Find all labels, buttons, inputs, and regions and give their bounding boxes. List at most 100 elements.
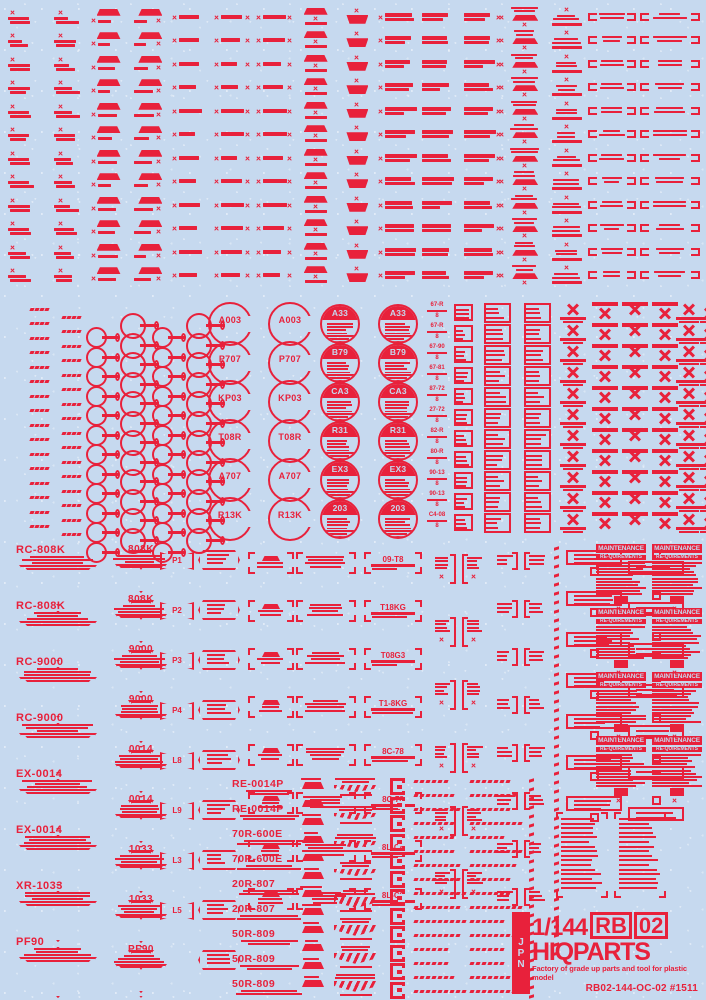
tail-cap bbox=[115, 430, 120, 440]
block-heading-text: MAINTENANCE bbox=[598, 545, 644, 552]
caution-decal bbox=[587, 200, 640, 212]
dash-segment bbox=[505, 906, 511, 909]
micro-text-line bbox=[596, 766, 639, 769]
micro-box-label bbox=[454, 346, 473, 363]
circle-divider bbox=[382, 491, 414, 493]
ink-bar bbox=[385, 64, 405, 68]
caution-decal bbox=[343, 102, 371, 122]
bracket-label bbox=[639, 200, 704, 209]
dash-mark bbox=[61, 430, 84, 436]
dash-mark bbox=[29, 335, 52, 341]
bracket-inner bbox=[304, 796, 348, 810]
caution-decal bbox=[132, 79, 164, 97]
caution-cell bbox=[462, 241, 504, 265]
bracket-corner bbox=[364, 759, 371, 766]
micro-text-line bbox=[652, 632, 693, 635]
x-mark-icon bbox=[287, 38, 292, 43]
dash-segment bbox=[529, 895, 534, 900]
x-mark-icon bbox=[378, 109, 383, 114]
circle-header-text: A33 bbox=[380, 306, 416, 320]
x-mark-icon bbox=[156, 182, 161, 187]
trapezoid-micro-label bbox=[300, 940, 326, 954]
bracket-corner bbox=[415, 744, 422, 751]
bracket-corner bbox=[296, 663, 303, 670]
micro-text-line bbox=[486, 354, 505, 356]
x-mark-icon bbox=[564, 265, 569, 270]
caution-cell bbox=[127, 100, 169, 124]
caution-decal bbox=[639, 35, 704, 47]
x-mark-icon bbox=[245, 62, 250, 67]
tail-line bbox=[168, 550, 185, 554]
micro-text-line bbox=[497, 655, 507, 657]
dash-segment bbox=[76, 330, 82, 333]
micro-text-line bbox=[340, 850, 372, 852]
micro-text-line bbox=[456, 350, 465, 353]
x-mark-icon bbox=[313, 251, 318, 256]
tail-line bbox=[102, 375, 119, 378]
caution-decal bbox=[587, 59, 640, 71]
micro-text-line bbox=[574, 554, 608, 556]
micro-text-line bbox=[529, 747, 545, 749]
micro-text-line bbox=[307, 613, 343, 616]
micro-text-line bbox=[24, 836, 90, 838]
dash-segment bbox=[554, 663, 559, 668]
bracket-body bbox=[599, 200, 625, 209]
ink-bar bbox=[97, 90, 110, 94]
micro-text-line bbox=[497, 563, 507, 565]
dash-mark bbox=[61, 445, 84, 451]
warning-circle: CA3 bbox=[320, 382, 360, 422]
caution-decal bbox=[587, 153, 640, 165]
caution-decal bbox=[172, 129, 208, 141]
vertical-dash-strip bbox=[553, 780, 560, 787]
micro-text-line bbox=[636, 730, 669, 732]
x-mark-icon bbox=[522, 163, 527, 168]
caution-cell bbox=[639, 194, 704, 218]
bracket-corner bbox=[349, 711, 356, 718]
x-mark-icon bbox=[682, 470, 696, 484]
hexagon-label bbox=[198, 550, 240, 570]
x-mark-icon bbox=[256, 38, 261, 43]
trapezoid-plate bbox=[303, 148, 328, 156]
x-mark-icon bbox=[58, 174, 63, 179]
hexagon-label bbox=[198, 650, 240, 670]
ink-bar bbox=[220, 155, 237, 160]
caution-cell bbox=[253, 241, 295, 265]
micro-text-line bbox=[385, 458, 406, 459]
micro-text-line bbox=[456, 354, 464, 357]
micro-text-line bbox=[22, 780, 92, 782]
micro-text-line bbox=[497, 707, 510, 709]
dashed-stripe-row bbox=[413, 848, 464, 855]
bracket-corner bbox=[364, 711, 371, 718]
micro-text-line bbox=[467, 815, 476, 818]
micro-text-line bbox=[555, 65, 577, 68]
plate-stud bbox=[589, 731, 599, 740]
micro-text-line bbox=[652, 650, 700, 653]
caution-cell bbox=[86, 265, 128, 289]
caution-decal bbox=[587, 176, 640, 188]
micro-text-line bbox=[652, 696, 688, 699]
bowtie-label: L9 bbox=[160, 802, 194, 820]
x-mark-icon bbox=[658, 390, 672, 404]
dashed-stripe-row bbox=[413, 918, 467, 925]
micro-text-line bbox=[510, 151, 538, 154]
triangle-subtext bbox=[113, 855, 169, 864]
caution-decal bbox=[639, 176, 704, 188]
caution-decal bbox=[420, 270, 462, 282]
micro-text-line bbox=[486, 307, 498, 310]
ink-bar bbox=[53, 63, 69, 67]
caution-decal bbox=[172, 200, 208, 212]
micro-text-line bbox=[552, 229, 581, 232]
bracket-side bbox=[512, 888, 518, 906]
narrow-bracket-label bbox=[524, 648, 550, 666]
dash-segment bbox=[419, 934, 425, 937]
x-mark-icon bbox=[287, 62, 292, 67]
x-mark-icon bbox=[287, 250, 292, 255]
corner-bracket-label bbox=[248, 744, 294, 766]
micro-text-line bbox=[207, 562, 223, 564]
dash-mark bbox=[29, 408, 52, 414]
bracket-side bbox=[462, 869, 468, 899]
bracket-label bbox=[587, 12, 640, 21]
dash-segment bbox=[529, 805, 534, 810]
micro-text-line bbox=[526, 501, 541, 503]
micro-text-line bbox=[700, 384, 706, 386]
